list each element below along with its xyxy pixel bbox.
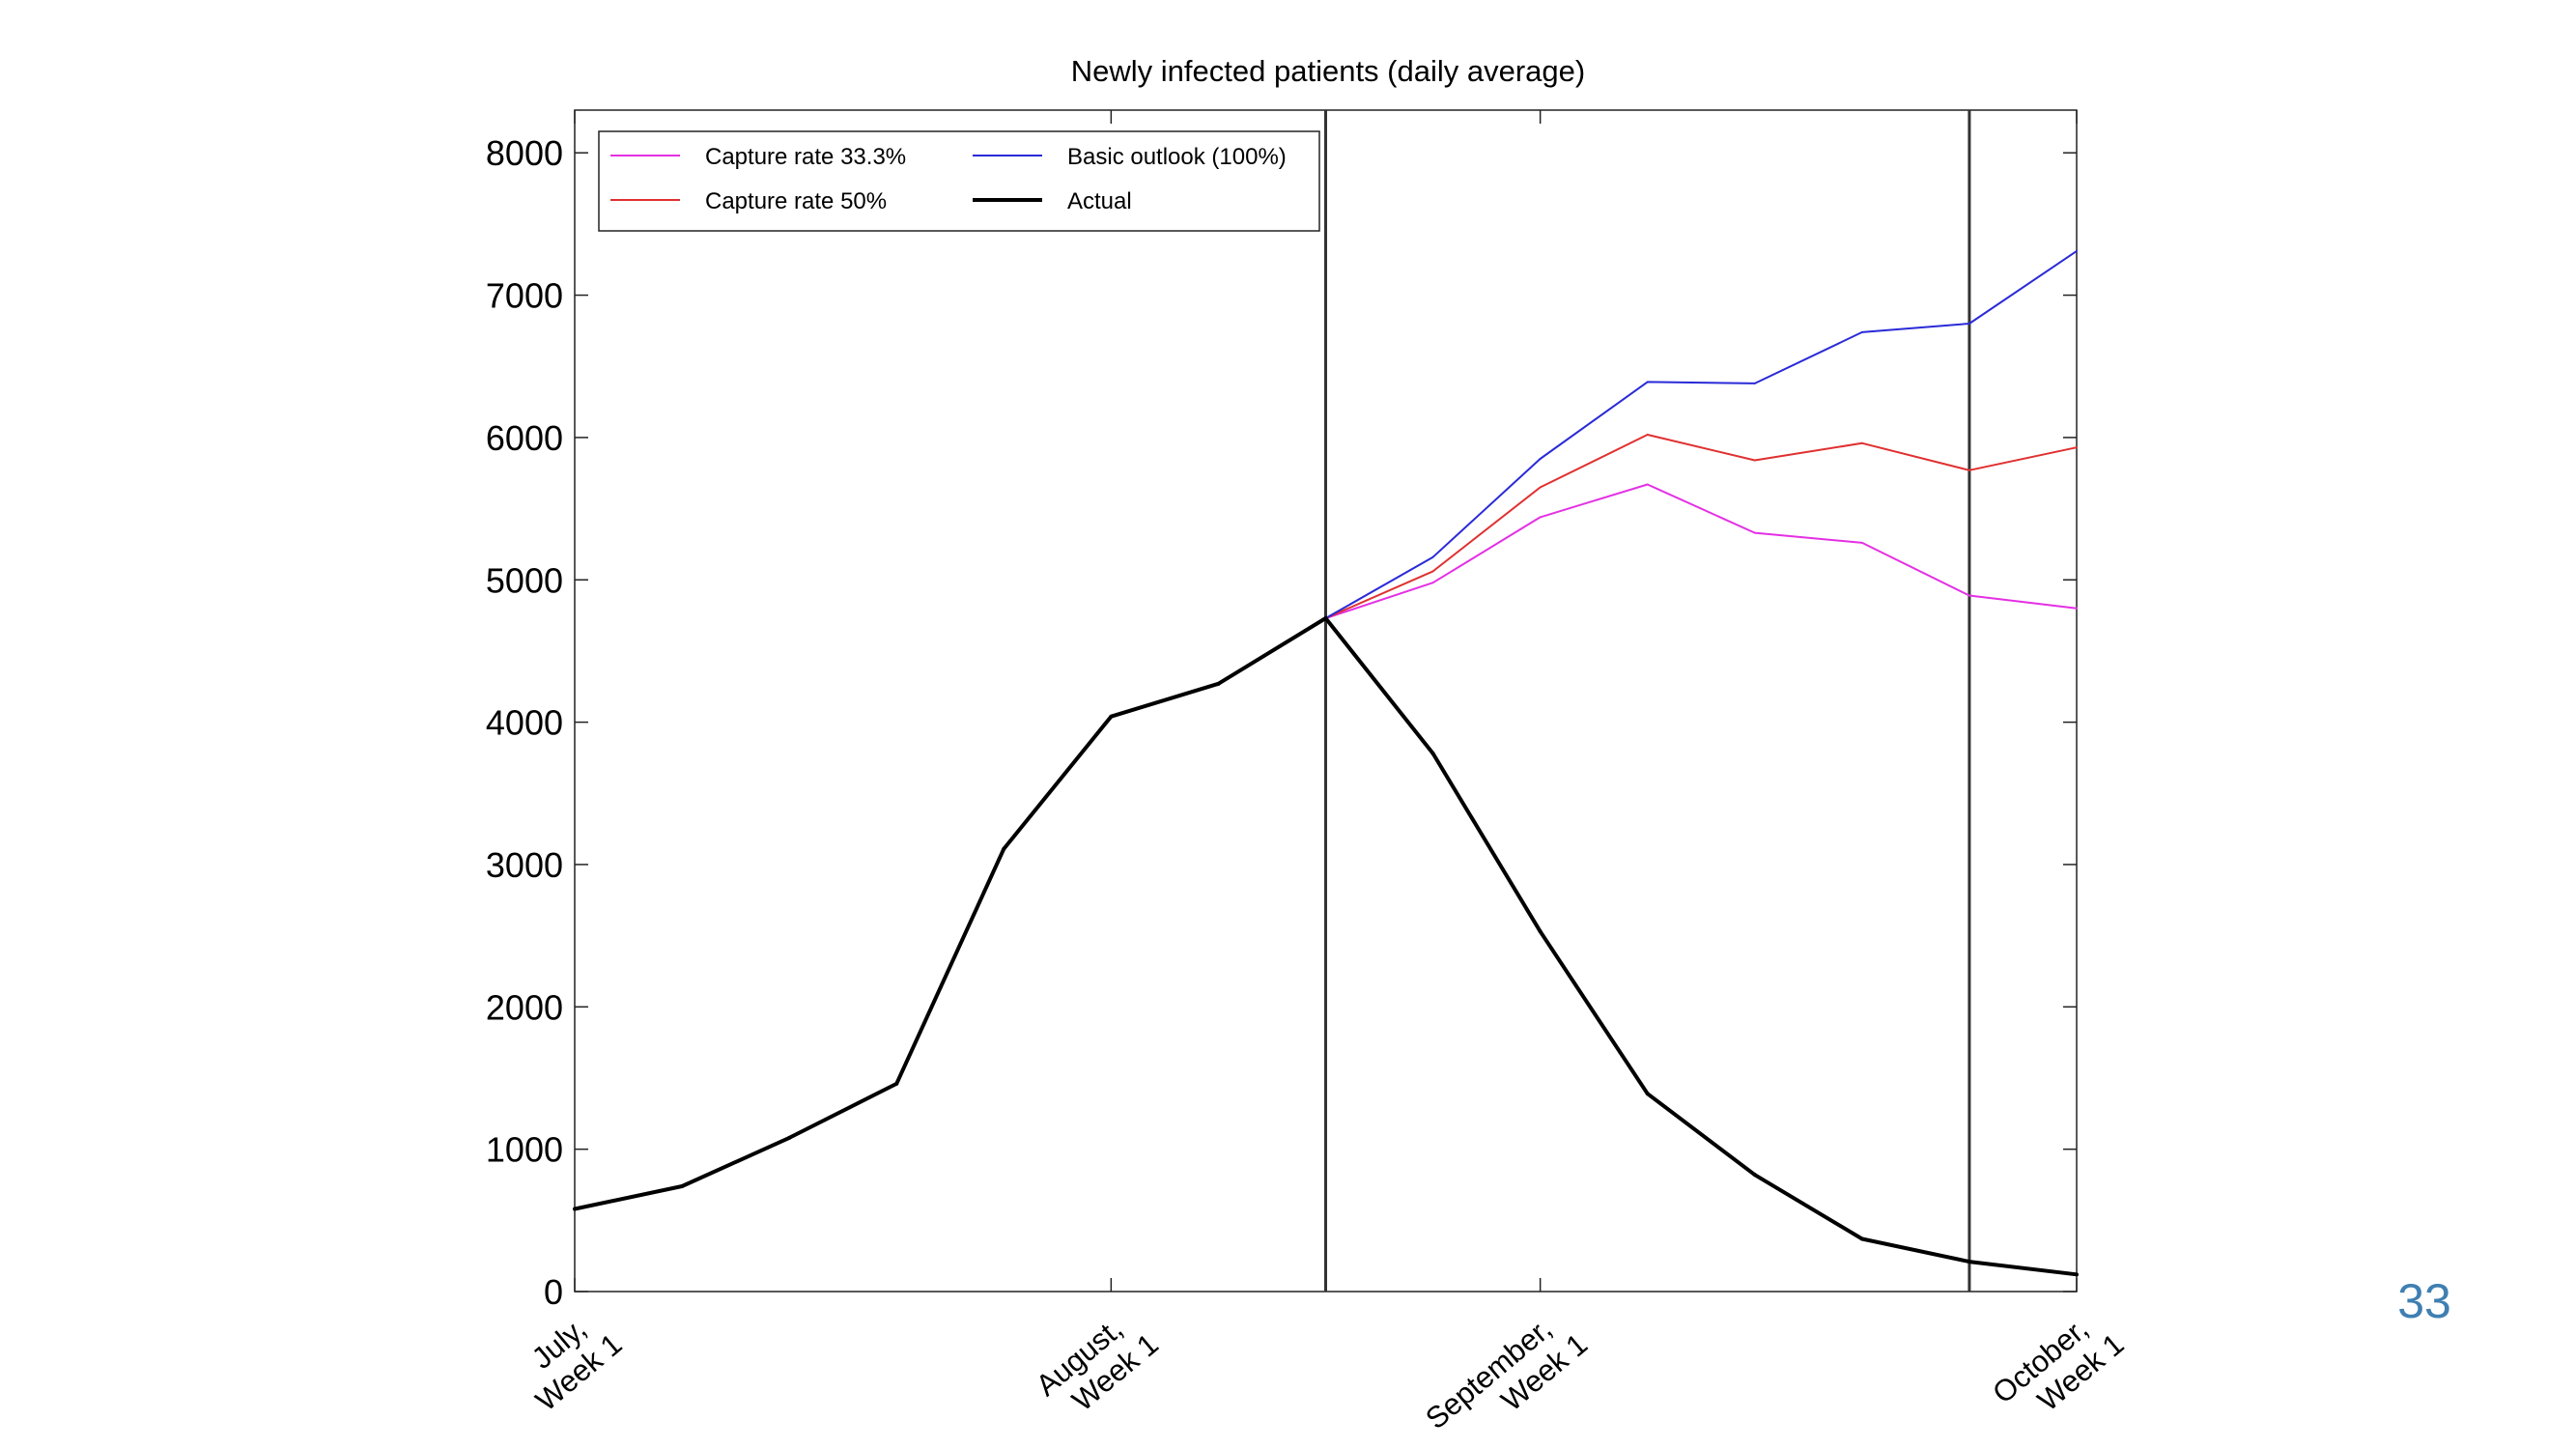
chart-title: Newly infected patients (daily average) (1071, 54, 1585, 88)
data-point-capture_50 (1967, 469, 1970, 471)
data-point-basic (1753, 382, 1756, 384)
data-point-actual (1645, 1092, 1650, 1096)
y-tick-label: 6000 (486, 418, 563, 458)
data-point-capture_33 (1539, 516, 1542, 519)
data-point-actual (1752, 1173, 1757, 1178)
data-point-basic (1431, 555, 1434, 558)
x-tick-label: September,Week 1 (1419, 1312, 1594, 1436)
y-tick-label: 1000 (486, 1130, 563, 1170)
y-tick-label: 5000 (486, 560, 563, 600)
data-point-capture_33 (1753, 531, 1756, 534)
data-point-actual (1109, 714, 1114, 719)
data-point-actual (1430, 752, 1435, 756)
data-point-basic (1539, 458, 1542, 461)
data-point-basic (2076, 249, 2078, 252)
data-point-capture_50 (1539, 486, 1542, 489)
data-point-capture_33 (1646, 483, 1649, 486)
data-point-capture_50 (1753, 459, 1756, 462)
data-point-capture_50 (2076, 446, 2078, 449)
data-point-actual (1002, 846, 1006, 851)
data-point-capture_50 (1646, 433, 1649, 436)
legend-label-basic: Basic outlook (100%) (1067, 144, 1287, 170)
y-tick-label: 8000 (486, 133, 563, 173)
data-point-actual (2075, 1272, 2079, 1277)
data-point-capture_33 (1431, 582, 1434, 584)
data-point-capture_33 (2076, 607, 2078, 610)
plot-area: 0 1000 2000 3000 4000 5000 6000 7000 8000 July,We… (486, 109, 2130, 1436)
x-tick-label: August,Week 1 (1030, 1312, 1165, 1418)
data-point-actual (787, 1135, 792, 1140)
data-point-basic (1860, 330, 1863, 333)
data-point-actual (1323, 616, 1328, 621)
y-tick-label: 4000 (486, 703, 563, 743)
data-point-capture_33 (1860, 541, 1863, 544)
legend: Capture rate 33.3% Capture rate 50% Basic … (598, 130, 1320, 232)
data-point-actual (1538, 929, 1543, 934)
data-point-actual (680, 1183, 685, 1188)
data-point-basic (1967, 323, 1970, 326)
data-point-actual (1859, 1236, 1864, 1241)
x-tick-label: July,Week 1 (525, 1312, 629, 1418)
legend-label-actual: Actual (1067, 188, 1132, 214)
legend-label-capture_50: Capture rate 50% (705, 188, 887, 214)
y-tick-label: 3000 (486, 845, 563, 885)
data-point-basic (1646, 381, 1649, 384)
data-point-actual (573, 1207, 577, 1211)
data-point-capture_50 (1860, 441, 1863, 444)
page-number: 33 (2397, 1274, 2451, 1328)
y-tick-label: 7000 (486, 276, 563, 316)
data-point-capture_50 (1431, 570, 1434, 573)
y-tick-label: 2000 (486, 987, 563, 1027)
legend-box (598, 130, 1320, 232)
series-line-capture_33 (1325, 483, 2078, 619)
data-point-actual (894, 1081, 899, 1086)
legend-label-capture_33: Capture rate 33.3% (705, 144, 906, 170)
x-tick-label: October,Week 1 (1986, 1312, 2130, 1418)
data-point-actual (1216, 681, 1221, 686)
y-tick-label: 0 (544, 1272, 563, 1312)
data-point-capture_33 (1967, 594, 1970, 597)
data-point-actual (1967, 1260, 1971, 1264)
series-line-basic (1325, 250, 2078, 619)
series-line-capture_50 (1325, 434, 2078, 619)
